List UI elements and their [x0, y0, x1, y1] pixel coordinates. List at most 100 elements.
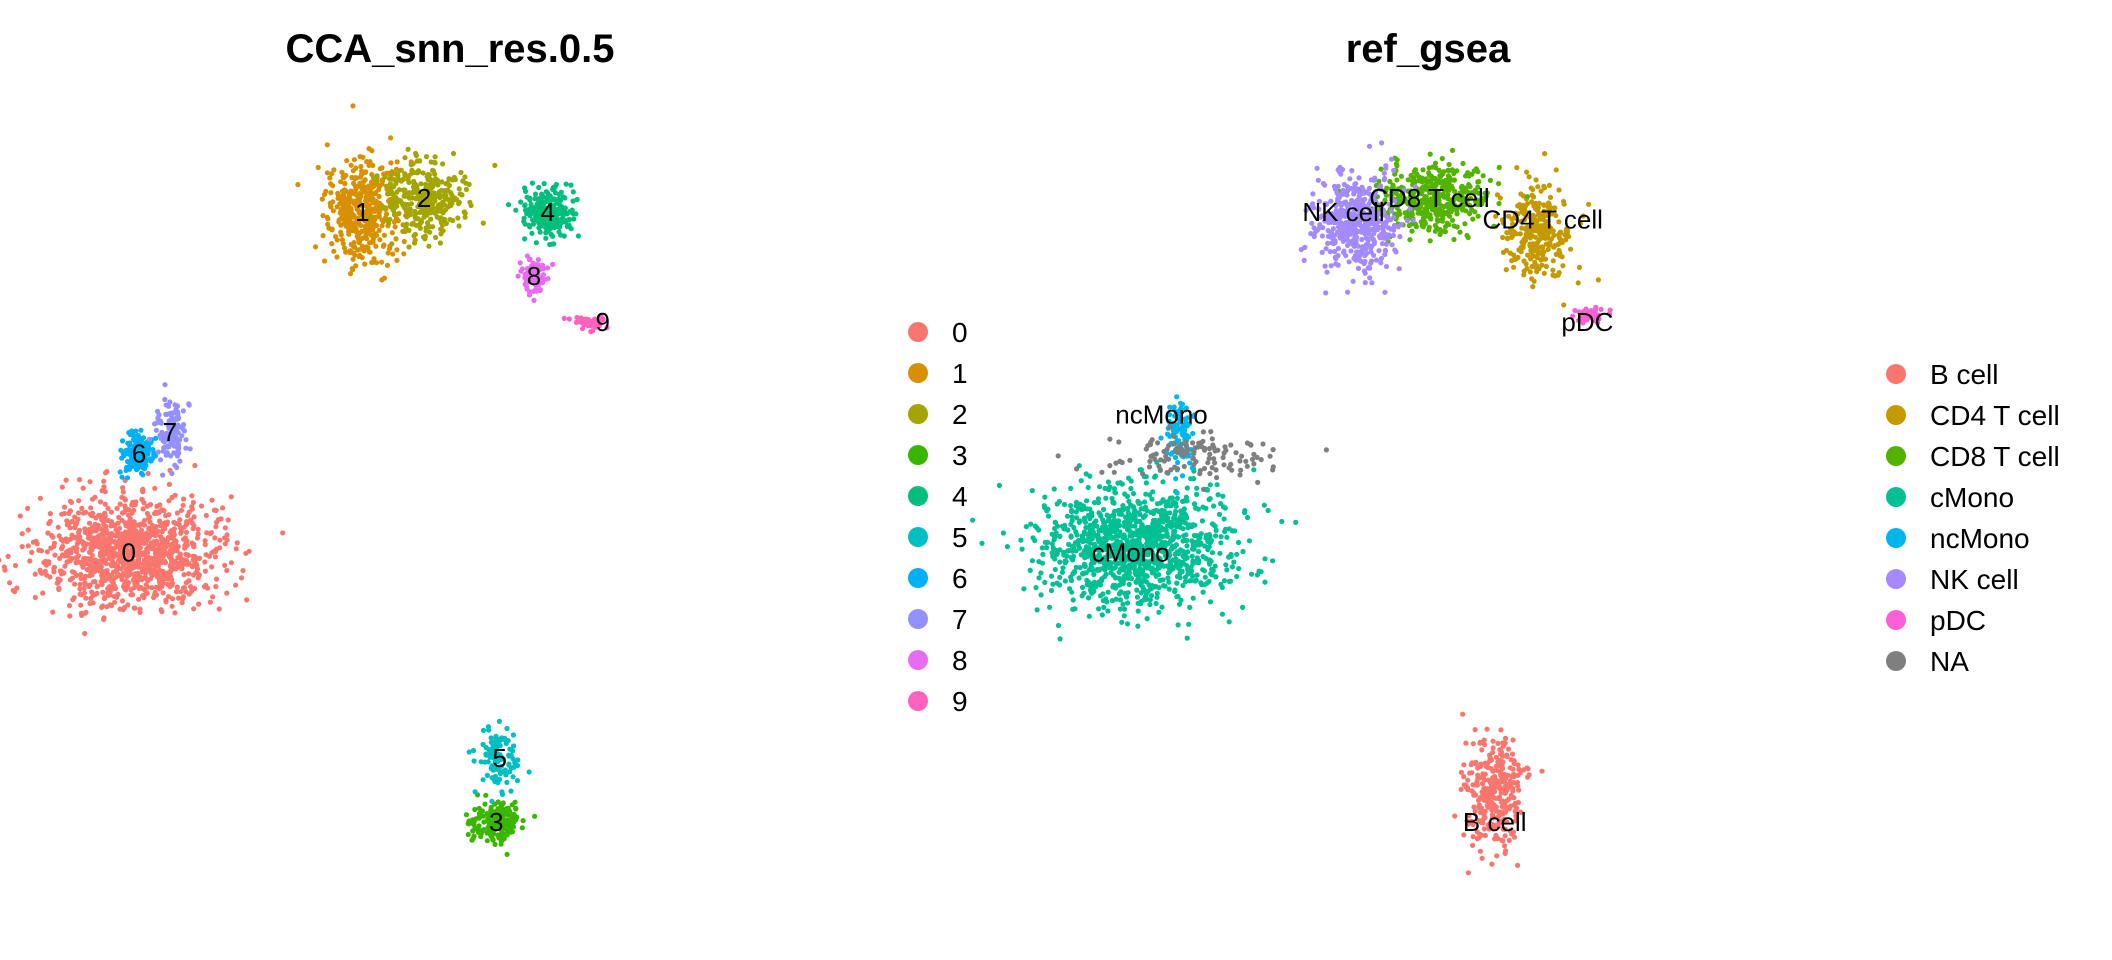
data-point: [1028, 521, 1034, 527]
data-point: [329, 241, 335, 247]
data-point: [170, 430, 176, 436]
data-point: [5, 553, 11, 560]
data-point: [198, 503, 205, 509]
data-point: [1466, 813, 1472, 819]
data-point: [364, 198, 370, 205]
data-point: [486, 747, 492, 753]
data-point: [501, 824, 507, 831]
data-point: [128, 461, 134, 467]
data-point: [1121, 613, 1127, 619]
data-point: [160, 590, 166, 596]
data-point: [1378, 166, 1384, 172]
data-point: [1508, 792, 1514, 798]
data-point: [1503, 267, 1509, 273]
data-point: [228, 494, 234, 500]
data-point: [487, 830, 493, 836]
data-point: [539, 262, 546, 268]
data-point: [175, 430, 181, 436]
data-point: [1188, 578, 1194, 584]
data-point: [1437, 217, 1443, 223]
data-point: [1446, 167, 1452, 173]
legend-swatch: [908, 486, 928, 506]
data-point: [217, 537, 223, 543]
data-point: [1081, 552, 1087, 558]
data-point: [1484, 726, 1490, 732]
data-point: [121, 550, 127, 556]
data-point: [1217, 550, 1223, 556]
legend-swatch: [908, 445, 928, 465]
data-point: [89, 513, 95, 519]
legend-label: 9: [952, 686, 968, 717]
data-point: [1105, 608, 1111, 614]
data-point: [341, 245, 348, 251]
data-point: [1225, 554, 1232, 560]
data-point: [1465, 777, 1471, 783]
data-point: [1525, 766, 1531, 772]
data-point: [175, 595, 182, 601]
data-point: [186, 571, 192, 577]
data-point: [1553, 167, 1559, 173]
data-point: [491, 743, 497, 749]
data-point: [414, 186, 420, 192]
data-point: [546, 199, 552, 205]
data-point: [114, 570, 120, 577]
data-point: [418, 181, 424, 187]
data-point: [1534, 240, 1541, 246]
data-point: [152, 485, 158, 491]
data-point: [46, 560, 52, 567]
data-point: [178, 589, 184, 595]
data-point: [538, 280, 544, 286]
cluster-points-2: [367, 146, 498, 250]
data-point: [209, 497, 215, 503]
data-point: [56, 533, 62, 539]
data-point: [519, 825, 525, 831]
data-point: [352, 200, 358, 207]
data-point: [1154, 594, 1160, 600]
data-point: [1501, 800, 1507, 806]
data-point: [1142, 499, 1148, 505]
data-point: [1057, 559, 1063, 565]
data-point: [1069, 543, 1075, 549]
cluster-label: 3: [489, 807, 503, 837]
cluster-label: 7: [163, 417, 177, 447]
data-point: [174, 545, 180, 552]
data-point: [509, 829, 516, 835]
data-point: [1048, 573, 1055, 579]
data-point: [522, 236, 528, 242]
data-point: [1134, 594, 1140, 600]
data-point: [168, 547, 174, 553]
data-point: [83, 509, 89, 515]
data-point: [1074, 532, 1080, 538]
data-point: [1048, 587, 1055, 594]
data-point: [1539, 768, 1545, 774]
data-point: [385, 191, 391, 197]
data-point: [1427, 215, 1433, 221]
data-point: [1194, 491, 1200, 497]
data-point: [1550, 258, 1556, 264]
data-point: [331, 248, 337, 254]
data-point: [1451, 177, 1457, 183]
data-point: [47, 518, 53, 525]
data-point: [1376, 178, 1382, 184]
data-point: [357, 195, 363, 201]
data-point: [416, 209, 423, 216]
data-point: [7, 580, 13, 586]
data-point: [135, 451, 141, 457]
data-point: [1514, 165, 1520, 171]
data-point: [1526, 174, 1532, 180]
data-point: [519, 266, 526, 272]
data-point: [334, 204, 340, 210]
data-point: [124, 542, 130, 548]
data-point: [374, 178, 380, 184]
data-point: [1477, 818, 1483, 825]
data-point: [1422, 183, 1428, 189]
data-point: [543, 215, 549, 221]
data-point: [351, 240, 357, 246]
cluster-label: 2: [417, 183, 431, 213]
data-point: [102, 501, 108, 507]
data-point: [48, 532, 55, 539]
data-point: [484, 772, 490, 779]
data-point: [480, 220, 486, 226]
data-point: [1114, 583, 1120, 589]
data-point: [394, 257, 400, 263]
